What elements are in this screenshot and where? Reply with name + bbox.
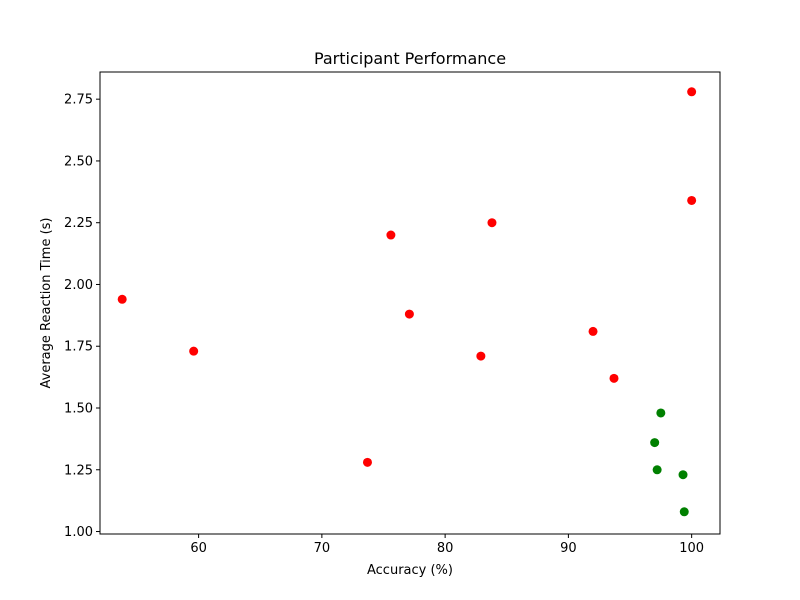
y-tick-label: 1.50 (64, 402, 93, 417)
chart-title: Participant Performance (314, 49, 506, 68)
data-point-red (687, 195, 697, 205)
data-point-red (476, 351, 486, 361)
y-tick-label: 2.50 (64, 154, 93, 169)
x-axis-label: Accuracy (%) (367, 563, 453, 578)
data-point-red (386, 230, 396, 240)
x-tick-label: 70 (314, 541, 331, 556)
y-axis-ticks: 1.00 1.25 1.50 1.75 2.00 2.25 2.50 2.75 (64, 93, 100, 540)
data-points (117, 87, 697, 517)
y-tick-label: 2.00 (64, 278, 93, 293)
data-point-red (404, 309, 414, 319)
data-point-red (687, 87, 697, 97)
data-point-red (487, 218, 497, 228)
plot-area-frame (99, 71, 721, 535)
data-point-red (117, 294, 127, 304)
x-tick-label: 90 (560, 541, 577, 556)
data-point-green (679, 507, 689, 517)
data-point-green (656, 408, 666, 418)
data-point-red (362, 457, 372, 467)
y-tick-label: 1.75 (64, 340, 93, 355)
data-point-red (588, 326, 598, 336)
y-tick-label: 2.25 (64, 216, 93, 231)
data-point-red (609, 373, 619, 383)
y-axis-label: Average Reaction Time (s) (39, 218, 54, 389)
data-point-green (678, 470, 688, 480)
y-tick-label: 1.00 (64, 525, 93, 540)
data-point-red (189, 346, 199, 356)
data-point-green (652, 465, 662, 475)
data-point-green (650, 438, 660, 448)
x-axis-ticks: 60 70 80 90 100 (190, 534, 704, 556)
x-tick-label: 60 (190, 541, 207, 556)
x-tick-label: 80 (437, 541, 454, 556)
x-tick-label: 100 (679, 541, 704, 556)
y-tick-label: 2.75 (64, 93, 93, 108)
y-tick-label: 1.25 (64, 463, 93, 478)
